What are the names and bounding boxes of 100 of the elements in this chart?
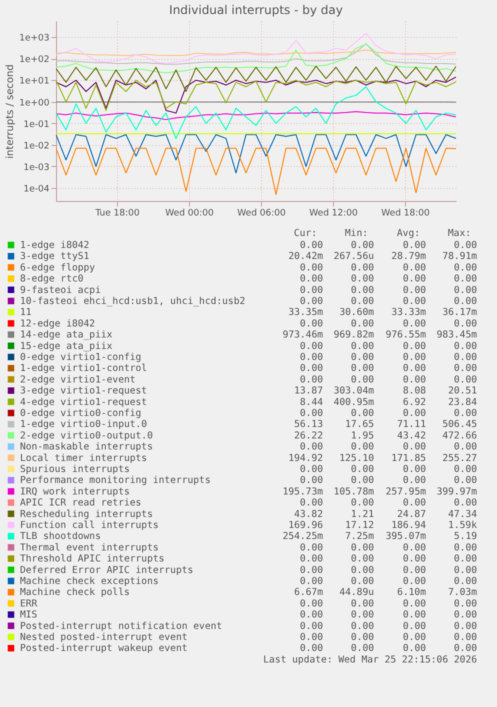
legend-label: 0-edge virtio1-config	[20, 352, 142, 363]
text: 0.00	[454, 498, 478, 509]
text: 186.94	[391, 520, 426, 531]
legend-label: TLB shootdowns	[20, 531, 101, 542]
text: 0.00	[300, 240, 324, 251]
legend-label: 1-edge virtio0-input.0	[20, 419, 148, 430]
y-tick-label: 1e-01	[24, 120, 50, 130]
text: 0.00	[454, 542, 478, 554]
legend-label: Performance monitoring interrupts	[20, 475, 211, 486]
text: 0.00	[402, 363, 426, 374]
text: 254.25m	[282, 531, 324, 542]
legend-label: 8-edge rtc0	[20, 274, 84, 285]
x-tick-label: Wed 00:00	[165, 208, 214, 218]
legend-label: Nested posted-interrupt event	[20, 632, 188, 643]
text: 47.34	[448, 508, 478, 520]
text: 399.97m	[436, 486, 478, 498]
text: 983.45m	[436, 330, 478, 341]
text: 0.00	[350, 464, 374, 475]
y-tick-label: 1e+03	[19, 34, 50, 44]
text: 7.03m	[448, 587, 478, 598]
text: 0.00	[454, 408, 478, 419]
text: 0.00	[402, 284, 426, 296]
text: 6.67m	[294, 587, 324, 598]
line-series	[56, 44, 456, 74]
y-tick-label: 1e-03	[24, 162, 50, 173]
text: 0.00	[402, 564, 426, 576]
text: 0.00	[300, 498, 324, 509]
legend-label: Thermal event interrupts	[20, 542, 159, 554]
text: 257.95m	[386, 486, 426, 498]
legend-label: 1-edge i8042	[20, 240, 90, 251]
legend-label: 12-edge i8042	[20, 318, 96, 330]
text: 0.00	[300, 564, 324, 576]
text: 33.35m	[288, 307, 324, 318]
text: 125.10	[339, 452, 374, 464]
text: 17.12	[345, 520, 374, 531]
legend-label: Threshold APIC interrupts	[20, 554, 164, 565]
text: 0.00	[350, 408, 374, 419]
text: 0.00	[350, 632, 374, 643]
text: 0.00	[350, 554, 374, 565]
text: 0.00	[350, 598, 374, 610]
text: 0.00	[350, 475, 374, 486]
text: 5.19	[454, 531, 478, 542]
text: 0.00	[300, 408, 324, 419]
text: 0.00	[402, 498, 426, 509]
legend-label: Local timer interrupts	[20, 452, 148, 464]
text: 0.00	[300, 632, 324, 643]
legend-label: Rescheduling interrupts	[20, 508, 153, 520]
text: Last update: Wed Mar 25 22:15:06 2026	[263, 654, 478, 666]
text: 0.00	[454, 643, 478, 654]
text: 0.00	[350, 610, 374, 621]
text: 0.00	[350, 340, 374, 352]
text: 0.00	[350, 374, 374, 386]
legend-label: 0-edge virtio0-config	[20, 408, 142, 419]
text: Max:	[448, 228, 471, 239]
legend-label: 15-edge ata_piix	[20, 340, 113, 352]
text: 0.00	[300, 475, 324, 486]
legend-label: 4-edge virtio1-request	[20, 396, 148, 408]
text: 0.00	[454, 610, 478, 621]
text: 30.60m	[339, 307, 374, 318]
text: 0.00	[300, 262, 324, 274]
line-series	[56, 32, 456, 64]
text: 0.00	[300, 576, 324, 587]
text: 0.00	[454, 632, 478, 643]
text: 0.00	[350, 643, 374, 654]
text: 0.00	[300, 610, 324, 621]
text: 395.07m	[386, 531, 426, 542]
text: Cur:	[294, 228, 317, 239]
line-series	[56, 66, 456, 92]
legend-label: Posted-interrupt notification event	[20, 620, 222, 632]
legend-label: 6-edge floppy	[20, 262, 96, 274]
legend-label: Machine check polls	[20, 587, 130, 598]
legend-label: 2-edge virtio0-output.0	[20, 430, 154, 442]
text: 506.45	[442, 419, 477, 430]
legend-label: 11	[20, 307, 32, 318]
line-series	[56, 111, 456, 120]
text: 0.00	[350, 296, 374, 307]
line-series	[56, 86, 456, 139]
text: 6.92	[402, 396, 426, 408]
chart-title: Individual interrupts - by day	[169, 3, 343, 17]
legend-label: Function call interrupts	[20, 520, 159, 531]
legend-label: APIC ICR read retries	[20, 498, 142, 509]
legend-label: Non-maskable interrupts	[20, 442, 153, 453]
y-tick-label: 1e+01	[19, 76, 50, 87]
legend-label: 2-edge virtio1-event	[20, 374, 136, 386]
text: 0.00	[350, 576, 374, 587]
text: 20.51	[448, 386, 478, 397]
legend-label: Posted-interrupt wakeup event	[20, 643, 188, 654]
text: 0.00	[300, 554, 324, 565]
text: 0.00	[300, 363, 324, 374]
text: 0.00	[350, 240, 374, 251]
text: 0.00	[402, 442, 426, 453]
text: 0.00	[454, 284, 478, 296]
text: 0.00	[454, 352, 478, 363]
text: 0.00	[454, 620, 478, 632]
text: 43.82	[294, 508, 323, 520]
text: 0.00	[454, 374, 478, 386]
text: 0.00	[350, 498, 374, 509]
text: 195.73m	[282, 486, 324, 498]
text: 6.10m	[397, 587, 426, 598]
text: 303.04m	[334, 386, 374, 397]
